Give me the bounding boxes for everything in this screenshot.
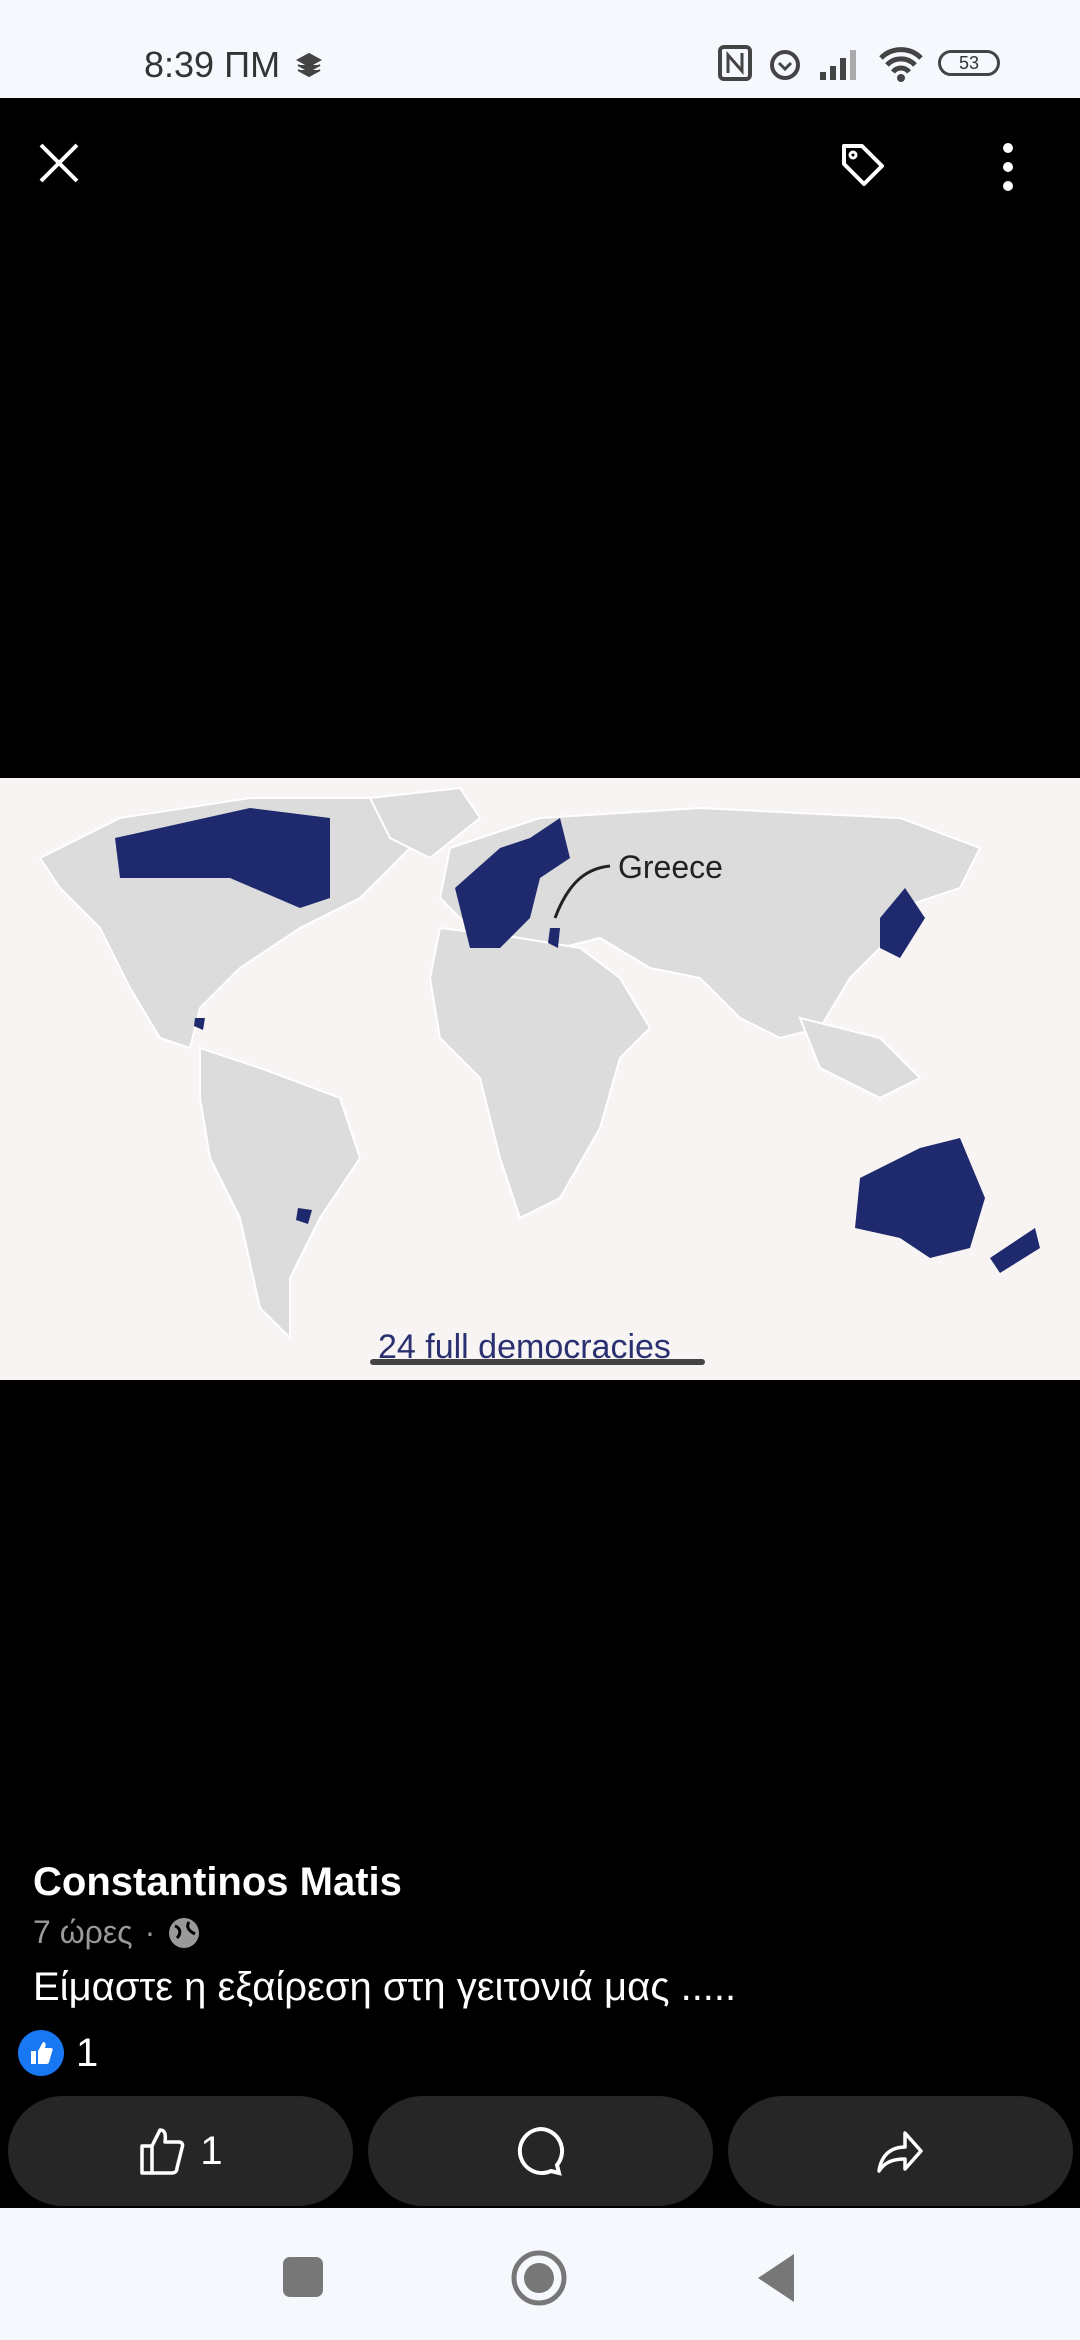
south-america [199,1046,362,1341]
tag-icon[interactable] [838,140,886,188]
japan [880,888,925,958]
world-map: Greece 24 full democracies [38,786,1040,1366]
comment-button[interactable] [368,2096,713,2206]
layers-icon [296,52,322,78]
canada [115,808,330,908]
battery-indicator: 53 [938,50,1000,76]
post-photo-world-map[interactable]: Greece 24 full democracies [0,778,1080,1380]
africa [428,926,652,1220]
share-button[interactable] [728,2096,1073,2206]
globe-icon [169,1917,200,1948]
post-meta: 7 ώρες · [33,1914,201,1951]
greece [548,928,560,948]
post-time[interactable]: 7 ώρες [33,1914,133,1950]
home-button[interactable] [511,2250,567,2306]
like-reaction-icon [18,2030,64,2076]
separator: · [144,1914,156,1950]
greece-pointer [553,864,611,919]
southeast-asia [798,1016,922,1100]
viewer-toolbar [0,98,1080,228]
australia [855,1138,985,1258]
clock: 8:39 ΠΜ [144,44,281,85]
costa-rica [194,1018,205,1030]
system-nav-bar [0,2208,1080,2340]
greenland [368,786,482,860]
recents-button[interactable] [282,2256,324,2298]
uruguay [296,1208,312,1224]
greece-label: Greece [618,849,723,885]
more-options-icon[interactable] [998,142,1018,192]
status-bar: 8:39 ΠΜ 53 [0,0,1080,98]
like-count: 1 [200,2128,223,2173]
action-bar: 1 [8,2096,1073,2206]
back-button[interactable] [756,2252,796,2304]
alarm-icon [770,50,800,80]
author-name[interactable]: Constantinos Matis [33,1860,402,1904]
reaction-summary[interactable]: 1 [18,2030,98,2076]
nfc-icon [718,45,752,81]
share-icon [876,2131,923,2173]
post-caption: Είμαστε η εξαίρεση στη γειτονιά μας ....… [33,1965,737,2009]
new-zealand [990,1228,1040,1273]
reaction-count: 1 [76,2030,99,2075]
close-icon[interactable] [38,142,80,184]
signal-icon [820,50,856,80]
thumbs-up-icon [140,2128,185,2175]
western-europe [455,818,570,948]
comment-icon [517,2126,564,2176]
wifi-icon [879,47,923,82]
like-button[interactable]: 1 [8,2096,353,2206]
underline [370,1359,705,1365]
